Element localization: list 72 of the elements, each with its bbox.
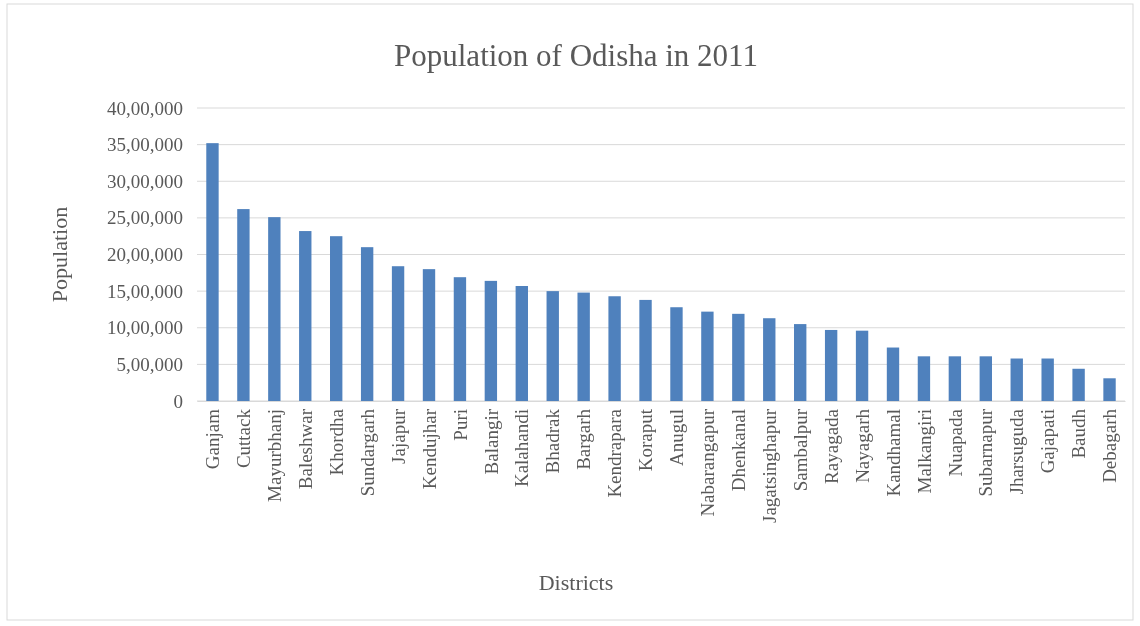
x-tick-label: Bhadrak [542,408,564,474]
bar [1103,378,1116,401]
x-tick-label: Debagarh [1099,408,1121,483]
x-tick-label: Gajapati [1037,409,1059,474]
x-tick-label: Sambalpur [789,408,811,492]
x-tick-label: Baudh [1068,408,1090,459]
bar [855,330,869,401]
chart-title: Population of Odisha in 2011 [394,38,758,73]
x-tick-label: Jajapur [387,408,409,464]
x-tick-label: Nayagarh [851,408,873,483]
y-tick-label: 30,00,000 [107,170,183,192]
x-tick-label: Jagatsinghapur [758,408,780,523]
bar [237,209,250,401]
x-tick-label: Anugul [666,409,688,466]
bar [701,311,714,401]
x-tick-label: Jharsuguda [1006,408,1028,495]
x-axis-title: Districts [538,570,614,595]
bar [330,236,343,401]
y-tick-label: 20,00,000 [107,244,183,266]
bar [1041,358,1054,401]
x-tick-label: Dhenkanal [727,409,749,492]
y-tick-label: 25,00,000 [107,207,183,229]
bar [639,299,652,401]
x-tick-label: Kandhamal [882,409,904,497]
x-tick-label: Subarnapur [975,408,997,497]
x-tick-label: Cuttack [233,408,255,469]
y-tick-label: 10,00,000 [107,317,183,339]
x-tick-label: Puri [449,409,471,441]
bar [268,217,281,401]
y-axis-title: Population [47,206,72,303]
x-tick-label: Kendrapara [604,408,626,498]
y-tick-label: 40,00,000 [107,97,183,119]
y-tick-label: 5,00,000 [116,353,183,375]
x-tick-label: Khordha [325,408,347,476]
y-tick-label: 35,00,000 [107,134,183,156]
x-tick-label: Nuapada [944,408,966,477]
bar [608,296,621,401]
x-tick-label: Ganjam [202,408,224,470]
x-tick-label: Malkangiri [913,409,935,494]
x-tick-label: Sundargarh [356,408,378,497]
bar [484,280,498,401]
x-tick-label: Kalahandi [511,409,533,488]
bar [577,292,590,401]
bar [515,286,528,401]
bar [391,266,405,401]
x-tick-label: Koraput [635,408,657,472]
bar [422,269,436,401]
bar [979,356,992,401]
x-tick-label: Baleshwar [294,408,316,490]
bar [299,231,312,401]
x-tick-label: Kendujhar [418,408,440,490]
bar [824,329,838,401]
y-tick-label: 15,00,000 [107,280,183,302]
bar [360,247,374,401]
bar [1010,358,1023,401]
x-tick-label: Bargarh [573,408,595,470]
bar [763,318,776,401]
y-tick-label: 0 [173,390,183,412]
bar [206,143,219,401]
bar [546,291,559,401]
bar [794,324,807,401]
x-tick-label: Nabarangapur [697,408,719,517]
x-tick-label: Mayurbhanj [263,409,285,502]
x-tick-label: Balangir [480,408,502,475]
x-tick-label: Rayagada [820,408,842,484]
bar [917,356,931,401]
bar [886,347,900,401]
bar [453,277,467,401]
bar [1072,368,1085,401]
bar [670,307,683,401]
bar [948,356,962,401]
bar [732,313,745,401]
